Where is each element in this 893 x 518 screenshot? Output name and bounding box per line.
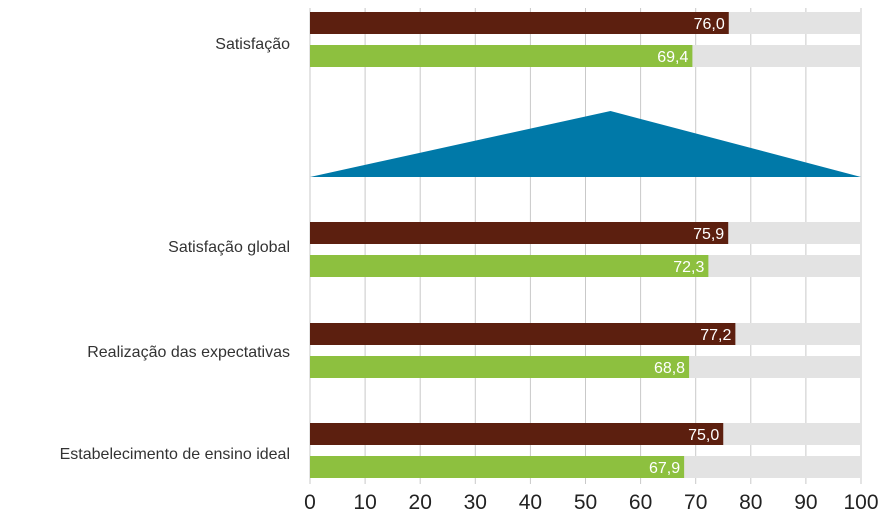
data-label: 67,9: [649, 460, 680, 477]
x-axis: 0 10 20 30 40 50 60 70 80 90 100: [304, 491, 878, 514]
category-label: Realização das expectativas: [87, 344, 290, 361]
triangle-indicator: [310, 111, 861, 177]
x-tick-label: 80: [739, 491, 762, 514]
bar: [310, 45, 693, 67]
bar: [310, 456, 685, 478]
bar: [310, 323, 736, 345]
data-label: 69,4: [657, 49, 688, 66]
grid: [309, 8, 862, 484]
bars: [310, 12, 736, 478]
indicator: [310, 111, 861, 177]
x-tick-label: 70: [684, 491, 707, 514]
x-tick-label: 30: [464, 491, 487, 514]
data-label: 76,0: [694, 16, 725, 33]
bar: [310, 222, 729, 244]
category-label: Satisfação global: [168, 239, 290, 256]
data-label: 77,2: [700, 327, 731, 344]
labels: Satisfação 76,0 69,4 Satisfação global 75,9 7…: [60, 16, 732, 477]
x-tick-label: 0: [304, 491, 316, 514]
x-tick-label: 60: [629, 491, 652, 514]
bar: [310, 255, 709, 277]
x-tick-label: 50: [574, 491, 597, 514]
x-tick-label: 10: [353, 491, 376, 514]
data-label: 75,0: [688, 427, 719, 444]
data-label: 68,8: [654, 360, 685, 377]
data-label: 72,3: [673, 259, 704, 276]
bar: [310, 423, 724, 445]
category-label: Estabelecimento de ensino ideal: [60, 446, 290, 463]
x-tick-label: 40: [519, 491, 542, 514]
x-tick-label: 100: [843, 491, 878, 514]
data-label: 75,9: [693, 226, 724, 243]
bar: [310, 356, 690, 378]
category-label: Satisfação: [215, 36, 290, 53]
x-tick-label: 90: [794, 491, 817, 514]
x-tick-label: 20: [409, 491, 432, 514]
bar: [310, 12, 729, 34]
